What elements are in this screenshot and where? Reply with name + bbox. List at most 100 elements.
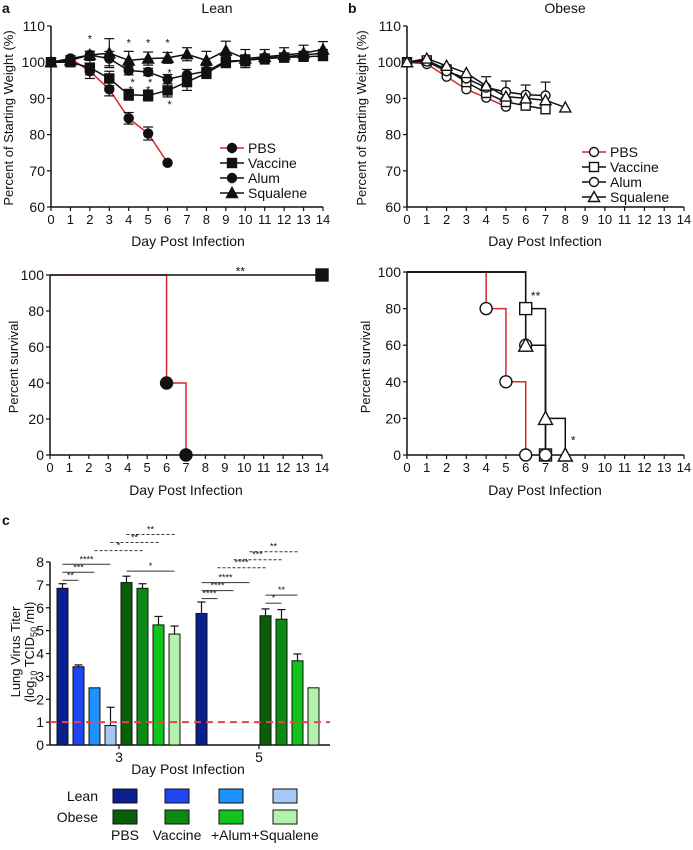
- obese-weight-x-tick-label: 4: [483, 212, 490, 227]
- lean-weight-significance-label: *: [167, 99, 172, 111]
- lean-weight-point-alum: [220, 55, 232, 67]
- lung-titer-legend-column-label: Vaccine: [153, 827, 202, 843]
- lean-weight-point-squalene: [199, 53, 214, 66]
- lean-weight-legend-label: Vaccine: [248, 155, 297, 171]
- obese-weight-y-tick-label: 100: [378, 54, 402, 70]
- lean-survival-x-tick-label: 5: [144, 460, 151, 475]
- lung-titer-y-tick-label: 2: [36, 691, 44, 707]
- lung-titer-bar: [88, 687, 101, 746]
- obese-weight-y-tick-label: 70: [385, 163, 401, 179]
- lung-titer-y-tick-label: 5: [36, 623, 44, 639]
- lung-titer-y-tick-label: 3: [36, 668, 44, 684]
- lean-survival-xlabel: Day Post Infection: [129, 482, 243, 498]
- lung-titer-significance-label: ****: [234, 558, 249, 568]
- obese-weight-series-layer: [400, 51, 572, 115]
- obese-survival-x-tick-label: 10: [598, 460, 612, 475]
- lung-titer-significance-label: **: [147, 525, 155, 535]
- lean-weight-x-tick-label: 14: [316, 212, 330, 227]
- obese-weight-y-tick-label: 60: [385, 199, 401, 215]
- lung-titer-bar: [104, 725, 117, 746]
- lean-weight-point-squalene: [83, 48, 97, 61]
- lean-weight-point-pbs: [142, 128, 154, 139]
- lean-survival-x-tick-label: 0: [46, 460, 53, 475]
- lung-titer-significance-label: **: [131, 533, 139, 543]
- lung-titer-significance-label: ****: [210, 581, 225, 591]
- obese-weight-point-squalene: [479, 78, 493, 91]
- lung-titer-legend-swatch: [164, 809, 190, 825]
- lung-titer-legend-swatch: [112, 809, 138, 825]
- obese-survival-x-tick-label: 3: [463, 460, 470, 475]
- lean-weight-ylabel: Percent of Starting Weight (%): [1, 30, 16, 205]
- lean-weight-point-pbs: [123, 113, 134, 124]
- obese-survival-point-squalene: [517, 336, 534, 352]
- panel-label-c: c: [2, 512, 10, 528]
- lean-survival-point-vaccine-groups: [315, 268, 329, 282]
- obese-survival-point-squalene: [557, 446, 574, 462]
- lean-weight-point-pbs: [162, 157, 173, 169]
- lean-weight-x-tick-label: 6: [164, 212, 171, 227]
- obese-weight-legend-marker: [588, 176, 600, 188]
- lean-weight-significance-label: *: [146, 84, 151, 96]
- lean-weight-y-tick-label: 70: [29, 163, 45, 179]
- lean-weight-point-vaccine: [123, 89, 134, 100]
- lean-weight-x-tick-label: 10: [238, 212, 252, 227]
- obese-survival-point-pbs: [479, 301, 493, 316]
- lung-titer-legend-swatch: [164, 788, 190, 804]
- lean-weight-x-tick-label: 9: [222, 212, 229, 227]
- lean-weight-point-squalene: [160, 50, 175, 64]
- lung-titer-xlabel: Day Post Infection: [131, 761, 245, 777]
- obese-survival-significance-label: *: [571, 433, 576, 447]
- ylabel-part: (log: [22, 681, 37, 703]
- lung-titer-legend: Lean Obese PBS Vaccine +Alum +Squalene: [57, 788, 319, 843]
- lung-titer-legend-row-label: Obese: [57, 809, 98, 825]
- lung-titer-y-tick-label: 4: [36, 646, 44, 662]
- obese-survival-point-alum: [538, 448, 553, 462]
- obese-weight-x-tick-label: 9: [581, 212, 588, 227]
- lean-weight-significance-label: *: [127, 37, 132, 49]
- lean-survival-x-tick-label: 4: [124, 460, 131, 475]
- lung-titer-significance-label: **: [278, 585, 286, 595]
- obese-weight-x-tick-label: 7: [542, 212, 549, 227]
- lean-weight-point-squalene: [180, 47, 194, 60]
- obese-weight-x-tick-label: 6: [522, 212, 529, 227]
- obese-weight-ylabel: Percent of Starting Weight (%): [354, 30, 369, 205]
- lung-titer-y-tick-label: 0: [36, 737, 44, 753]
- lean-weight-significance-label: *: [130, 77, 135, 89]
- lean-survival-x-tick-label: 6: [163, 460, 170, 475]
- obese-survival-y-tick-label: 0: [393, 447, 401, 463]
- lean-survival-x-tick-label: 10: [237, 460, 251, 475]
- lean-weight-y-tick-label: 110: [23, 18, 46, 34]
- obese-survival-y-tick-label: 80: [385, 301, 401, 317]
- obese-weight-point-squalene: [558, 100, 572, 113]
- lung-titer-legend-row-label: Lean: [67, 788, 98, 804]
- lean-weight-legend-marker: [226, 142, 238, 154]
- lean-weight-point-alum: [162, 74, 173, 85]
- lean-survival-y-tick-label: 20: [28, 411, 44, 427]
- obese-survival-x-tick-label: 8: [562, 460, 569, 475]
- lean-weight-point-vaccine: [104, 73, 115, 84]
- lean-survival-step-pbs: [50, 274, 187, 455]
- obese-weight-point-squalene: [400, 55, 414, 68]
- lean-weight-xlabel: Day Post Infection: [131, 233, 245, 249]
- lung-titer-bar: [291, 660, 304, 746]
- lung-titer-x-tick-label: 5: [255, 749, 263, 765]
- lung-titer-significance-label: ***: [73, 562, 84, 572]
- obese-survival-y-tick-label: 100: [378, 264, 402, 280]
- ylabel-subscript: 50: [29, 627, 39, 637]
- lean-weight-point-vaccine: [142, 90, 154, 101]
- lean-weight-x-tick-label: 4: [125, 212, 132, 227]
- obese-weight-x-tick-label: 1: [423, 212, 430, 227]
- lean-survival-x-tick-label: 2: [85, 460, 92, 475]
- lean-weight-x-tick-label: 1: [67, 212, 74, 227]
- obese-survival-point-pbs: [499, 375, 513, 389]
- lean-survival-y-tick-label: 40: [28, 375, 44, 391]
- obese-weight-x-tick-label: 13: [657, 212, 671, 227]
- lung-titer-legend-swatch: [218, 788, 244, 804]
- lean-weight-series-layer: * * * ** *** **: [44, 34, 330, 169]
- lean-weight-significance-label: *: [167, 67, 172, 79]
- lean-weight-x-tick-label: 13: [296, 212, 310, 227]
- lean-survival-point-pbs: [159, 376, 174, 390]
